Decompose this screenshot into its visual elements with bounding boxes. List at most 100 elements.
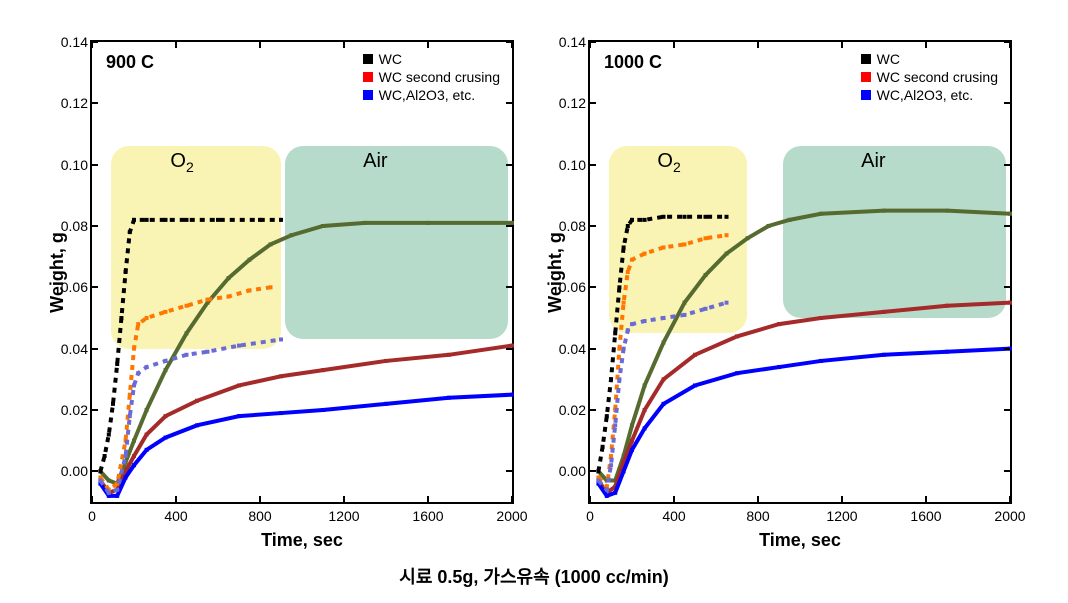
series-marker: [164, 310, 168, 314]
series-marker: [145, 448, 149, 452]
xtick-label: 400: [649, 508, 699, 524]
xtick-mark: [673, 42, 675, 48]
series-marker: [622, 301, 626, 305]
series-marker: [643, 319, 647, 323]
ytick-mark: [506, 164, 512, 166]
panel-title: 1000 C: [604, 52, 662, 73]
series-marker: [819, 316, 823, 320]
xtick-label: 2000: [985, 508, 1035, 524]
legend-swatch: [363, 72, 373, 82]
series-marker: [115, 362, 119, 366]
legend-item: WC: [363, 50, 500, 68]
series-marker: [735, 334, 739, 338]
series-marker: [622, 469, 626, 473]
xtick-mark: [589, 42, 591, 48]
ytick-mark: [92, 102, 98, 104]
series-marker: [107, 479, 111, 483]
series-marker: [725, 215, 729, 219]
series-marker: [164, 414, 168, 418]
series-marker: [145, 433, 149, 437]
ytick-mark: [1004, 164, 1010, 166]
ytick-mark: [92, 225, 98, 227]
series-marker: [216, 218, 220, 222]
ytick-label: 0.00: [44, 463, 88, 479]
series-marker: [704, 273, 708, 277]
ytick-mark: [590, 470, 596, 472]
xtick-label: 0: [67, 508, 117, 524]
ytick-mark: [590, 164, 596, 166]
series-marker: [693, 383, 697, 387]
series-marker: [683, 215, 687, 219]
series-marker: [630, 322, 634, 326]
series-marker: [882, 353, 886, 357]
series-marker: [132, 218, 136, 222]
series-marker: [132, 439, 136, 443]
ytick-mark: [590, 286, 596, 288]
series-marker: [258, 218, 262, 222]
series-marker: [447, 353, 451, 357]
ytick-mark: [1004, 470, 1010, 472]
series-marker: [290, 233, 294, 237]
ytick-label: 0.02: [44, 402, 88, 418]
series-marker: [269, 285, 273, 289]
series-marker: [596, 469, 600, 473]
xtick-mark: [757, 496, 759, 502]
series-marker: [725, 252, 729, 256]
series-marker: [777, 322, 781, 326]
ytick-mark: [506, 470, 512, 472]
series-marker: [630, 218, 634, 222]
series-marker: [237, 383, 241, 387]
series-marker: [630, 439, 634, 443]
series-marker: [613, 331, 617, 335]
series-marker: [124, 270, 128, 274]
series-marker: [447, 396, 451, 400]
series-marker: [704, 236, 708, 240]
legend-swatch: [861, 72, 871, 82]
x-axis-label: Time, sec: [750, 530, 850, 551]
y-axis-label: Weight, g: [47, 232, 68, 313]
legend-item: WC,Al2O3, etc.: [861, 86, 998, 104]
series-marker: [662, 215, 666, 219]
series-marker: [164, 218, 168, 222]
xtick-mark: [427, 496, 429, 502]
series-line: [598, 303, 1010, 493]
series-marker: [609, 454, 613, 458]
series-marker: [605, 494, 609, 498]
series-marker: [643, 408, 647, 412]
series-marker: [626, 270, 630, 274]
ytick-mark: [506, 348, 512, 350]
series-marker: [164, 436, 168, 440]
series-marker: [321, 368, 325, 372]
series-marker: [630, 423, 634, 427]
series-line: [100, 395, 512, 496]
series-marker: [725, 301, 729, 305]
series-marker: [725, 233, 729, 237]
ytick-label: 0.14: [542, 34, 586, 50]
series-marker: [630, 258, 634, 262]
series-marker: [617, 377, 621, 381]
series-marker: [617, 347, 621, 351]
panel-title: 900 C: [106, 52, 154, 73]
series-marker: [145, 408, 149, 412]
ytick-label: 0.10: [44, 157, 88, 173]
series-marker: [115, 488, 119, 492]
ytick-label: 0.02: [542, 402, 586, 418]
ytick-mark: [506, 286, 512, 288]
series-marker: [746, 236, 750, 240]
legend: WCWC second crusingWC,Al2O3, etc.: [861, 50, 998, 105]
series-marker: [662, 377, 666, 381]
series-marker: [601, 445, 605, 449]
legend-swatch: [861, 54, 871, 64]
series-marker: [363, 221, 367, 225]
legend-label: WC,Al2O3, etc.: [877, 86, 973, 104]
series-marker: [777, 365, 781, 369]
legend-label: WC: [877, 50, 900, 68]
legend-label: WC: [379, 50, 402, 68]
series-marker: [115, 494, 119, 498]
series-marker: [279, 218, 283, 222]
series-marker: [630, 448, 634, 452]
xtick-mark: [511, 42, 513, 48]
series-marker: [164, 359, 168, 363]
ytick-label: 0.10: [542, 157, 586, 173]
ytick-mark: [1004, 409, 1010, 411]
